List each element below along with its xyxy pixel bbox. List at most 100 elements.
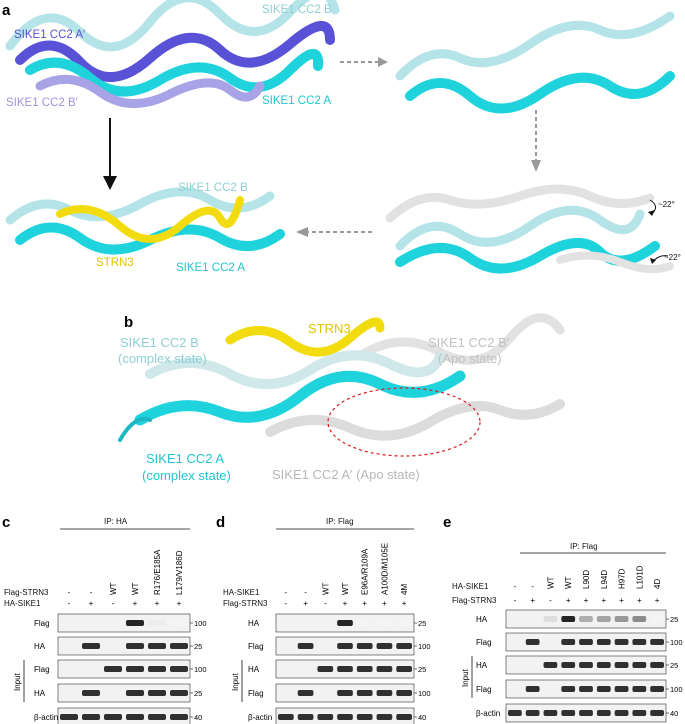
blot-label: β-actin	[34, 713, 58, 722]
panel-a-structure-bottom-right	[385, 184, 674, 274]
lane-row-top-value: -	[90, 588, 93, 597]
blot-label: Flag	[248, 642, 264, 651]
panel-a-structure-top-left	[5, 0, 340, 108]
blot-band	[356, 620, 373, 626]
blot-band	[561, 710, 576, 716]
blot-marker: 25	[670, 615, 678, 624]
blot-label: HA	[248, 665, 260, 674]
label-b-cc2-b-line2: (complex state)	[118, 351, 207, 366]
panel-d-row-flag-strn3: Flag-STRN3	[223, 599, 268, 608]
blot-band	[561, 616, 576, 622]
lane-row-bottom-value: +	[566, 596, 571, 605]
blot-band	[525, 710, 540, 716]
lane-row-bottom-value: -	[68, 599, 71, 608]
blot-marker: 25	[194, 689, 202, 698]
panel-c-row-flag-strn3: Flag-STRN3	[4, 588, 49, 597]
blot-band	[148, 620, 166, 626]
lane-row-top-value: R176/E185A	[153, 549, 162, 595]
lane-row-bottom-value: +	[637, 596, 642, 605]
blot-band	[82, 714, 100, 720]
arrowhead-right	[378, 57, 388, 67]
lane-row-top-value: WT	[109, 582, 118, 595]
lane-row-top-value: WT	[546, 576, 555, 589]
blot-band	[170, 690, 188, 696]
blot-band	[126, 714, 144, 720]
label-strn3: STRN3	[96, 257, 134, 269]
lane-row-bottom-value: +	[655, 596, 660, 605]
label-cc2-a-complex: SIKE1 CC2 A	[176, 262, 245, 274]
blot-band	[396, 714, 412, 720]
blot-band	[632, 616, 647, 622]
blot-band	[82, 643, 100, 649]
panel-c-letter: c	[2, 514, 10, 531]
blot-marker: 40	[194, 713, 202, 722]
blot-marker: 25	[194, 642, 202, 651]
blot-band	[650, 710, 664, 716]
blot-band	[614, 616, 629, 622]
lane-row-bottom-value: +	[89, 599, 94, 608]
blot-band	[337, 714, 353, 720]
blot-band	[297, 690, 314, 696]
blot-marker: 100	[670, 638, 683, 647]
panel-d-row-ha-sike1: HA-SIKE1	[223, 588, 260, 597]
label-b-strn3: STRN3	[308, 321, 351, 336]
lane-row-top-value: A100D/M105E	[380, 543, 389, 595]
blot-band	[543, 710, 558, 716]
blot-band	[376, 714, 393, 720]
blot-band	[596, 662, 611, 668]
blot-band	[596, 686, 611, 692]
panel-a-letter: a	[2, 2, 11, 19]
label-b-cc2-b-prime-line2: (Apo state)	[438, 351, 502, 366]
lane-row-top-value: -	[68, 588, 71, 597]
blot-label: Flag	[476, 638, 492, 647]
blot-band	[148, 666, 166, 672]
lane-row-top-value: E96A/R109A	[361, 548, 370, 595]
blot-band	[632, 662, 647, 668]
blot-label: HA	[476, 661, 488, 670]
blot-band	[317, 666, 334, 672]
input-label: Input	[461, 668, 470, 687]
blot-band	[614, 662, 629, 668]
panel-e-row-ha-sike1: HA-SIKE1	[452, 582, 489, 591]
label-b-cc2-a-prime: SIKE1 CC2 A′ (Apo state)	[272, 467, 420, 482]
blot-band	[356, 643, 373, 649]
blot-band	[596, 639, 611, 645]
blot-band	[126, 620, 144, 626]
blot-marker: 100	[418, 689, 431, 698]
lane-row-bottom-value: -	[514, 596, 517, 605]
lane-row-top-value: -	[304, 588, 307, 597]
blot-band	[632, 639, 647, 645]
arrowhead-solid-down	[103, 176, 117, 190]
panel-d-ip-label: IP: Flag	[326, 517, 354, 526]
interface-ellipse	[327, 387, 481, 457]
blot-band	[543, 662, 558, 668]
blot-band	[337, 666, 353, 672]
blot-marker: 25	[670, 661, 678, 670]
lane-row-bottom-value: +	[343, 599, 348, 608]
input-label: Input	[13, 672, 22, 691]
blot-band	[337, 620, 353, 626]
lane-row-bottom-value: +	[584, 596, 589, 605]
panel-c-lane-labels: - - - + WT - WT + R176/E185A + L179/V186D +	[68, 549, 184, 608]
blot-marker: 100	[670, 685, 683, 694]
blot-band	[543, 616, 558, 622]
label-cc2-a-prime: SIKE1 CC2 A′	[14, 29, 85, 41]
label-cc2-b-prime: SIKE1 CC2 B′	[6, 97, 78, 109]
panel-e-letter: e	[443, 514, 451, 531]
blot-marker: 100	[418, 642, 431, 651]
lane-row-bottom-value: -	[324, 599, 327, 608]
label-cc2-b: SIKE1 CC2 B	[262, 4, 332, 16]
lane-row-top-value: WT	[321, 582, 330, 595]
blot-label: HA	[248, 619, 260, 628]
blot-band	[596, 616, 611, 622]
blot-band	[561, 686, 576, 692]
blot-band	[376, 620, 393, 626]
blot-band	[579, 616, 593, 622]
blot-band	[396, 690, 412, 696]
lane-row-bottom-value: +	[303, 599, 308, 608]
lane-row-bottom-value: +	[155, 599, 160, 608]
lane-row-top-value: L94D	[600, 570, 609, 589]
blot-band	[396, 620, 412, 626]
blot-band	[650, 662, 664, 668]
